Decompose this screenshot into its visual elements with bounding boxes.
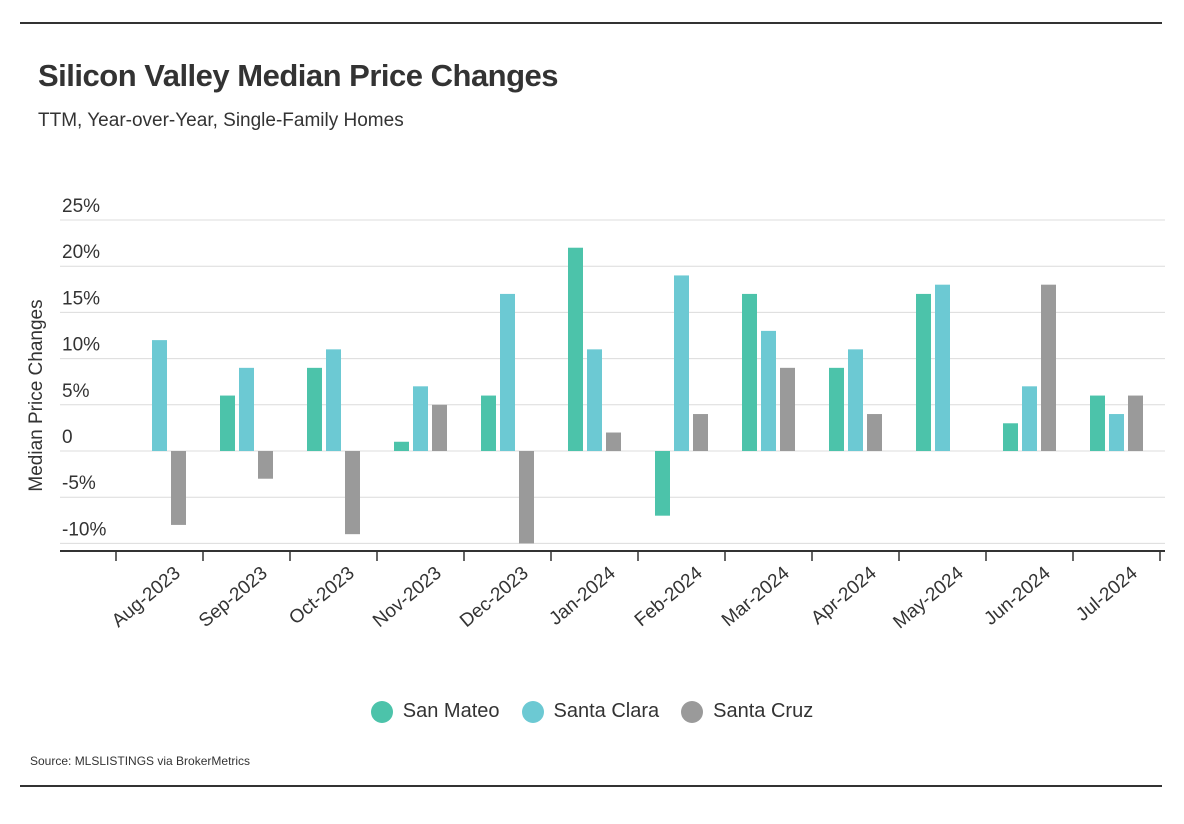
bar-santa-cruz [693,414,708,451]
bar-santa-clara [326,349,341,451]
y-tick-label: 15% [62,288,100,309]
x-tick-label: Jun-2024 [981,562,1056,629]
x-tick-label: May-2024 [889,562,968,633]
x-tick-label: Dec-2023 [456,563,533,632]
legend-item-santa-clara: Santa Clara [521,700,660,723]
x-tick-label: Mar-2024 [718,562,794,631]
bar-santa-clara [935,284,950,451]
chart-subtitle: TTM, Year-over-Year, Single-Family Homes [38,110,404,131]
bar-santa-cruz [171,451,186,525]
bar-santa-cruz [606,432,621,451]
bar-santa-cruz [432,404,447,451]
y-tick-label: 5% [62,381,90,402]
x-tick-label: Apr-2024 [807,562,881,629]
bar-santa-clara [848,349,863,451]
chart-title: Silicon Valley Median Price Changes [38,58,559,93]
legend-swatch-santa-cruz [681,700,704,723]
bar-san-mateo [655,451,670,516]
x-tick-label: Aug-2023 [108,563,185,632]
x-tick-label: Jul-2024 [1072,562,1142,625]
x-tick-label: Feb-2024 [631,562,707,631]
bar-santa-clara [761,330,776,451]
bar-santa-cruz [780,367,795,451]
x-tick-label: Sep-2023 [195,563,272,632]
legend-label-santa-clara: Santa Clara [553,700,660,722]
legend-item-san-mateo: San Mateo [370,700,500,723]
bar-santa-cruz [519,451,534,544]
legend-swatch-santa-clara [521,700,544,723]
bar-santa-cruz [345,451,360,535]
chart-legend: San Mateo Santa Clara Santa Cruz [0,700,1184,723]
bar-san-mateo [1090,395,1105,451]
bottom-rule [20,785,1162,787]
legend-swatch-san-mateo [370,700,393,723]
bar-santa-clara [413,386,428,451]
legend-label-san-mateo: San Mateo [402,700,500,722]
y-tick-label: 10% [62,335,100,356]
y-tick-label: -5% [62,473,96,494]
bar-san-mateo [307,367,322,451]
top-rule [20,22,1162,24]
bar-san-mateo [742,293,757,451]
bar-san-mateo [481,395,496,451]
x-tick-label: Jan-2024 [546,562,621,629]
bar-santa-clara [500,293,515,451]
x-tick-label: Oct-2023 [285,563,358,629]
legend-item-santa-cruz: Santa Cruz [681,700,813,723]
bar-santa-clara [152,340,167,451]
bar-chart: 25% 20% 15% 10% 5% 0 -5% -10% Median Price Chang… [26,196,1165,633]
y-tick-label: 0 [62,427,73,448]
bar-san-mateo [568,247,583,451]
y-tick-label: -10% [62,519,106,540]
bar-santa-cruz [258,451,273,479]
x-tick-label: Nov-2023 [369,563,446,632]
bar-santa-cruz [1128,395,1143,451]
bar-san-mateo [394,441,409,451]
y-tick-label: 25% [62,196,100,217]
bar-santa-clara [1022,386,1037,451]
bar-san-mateo [220,395,235,451]
legend-label-santa-cruz: Santa Cruz [713,700,814,722]
bar-san-mateo [829,367,844,451]
bar-san-mateo [1003,423,1018,451]
bar-santa-clara [674,275,689,451]
y-tick-label: 20% [62,242,100,263]
bar-santa-clara [587,349,602,451]
bar-san-mateo [916,293,931,451]
bar-santa-clara [239,367,254,451]
y-axis-title: Median Price Changes [26,299,47,491]
source-note: Source: MLSLISTINGS via BrokerMetrics [30,754,251,768]
bar-santa-cruz [867,414,882,451]
bar-santa-cruz [1041,284,1056,451]
bar-santa-clara [1109,414,1124,451]
